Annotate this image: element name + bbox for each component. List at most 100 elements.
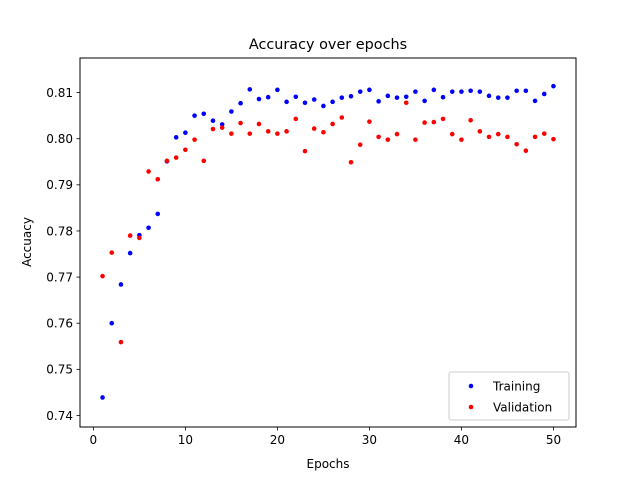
data-point-training — [367, 87, 372, 93]
data-point-validation — [403, 100, 409, 106]
data-point-validation — [505, 134, 510, 140]
data-point-training — [100, 395, 105, 400]
x-axis-label: Epochs — [307, 457, 350, 471]
data-point-training — [321, 103, 326, 109]
data-point-training — [413, 89, 418, 94]
data-point-training — [127, 250, 133, 256]
data-point-validation — [127, 233, 133, 238]
data-point-validation — [302, 148, 308, 154]
data-point-training — [311, 97, 317, 102]
data-point-validation — [541, 131, 547, 136]
data-point-validation — [422, 120, 427, 125]
data-point-validation — [321, 129, 326, 135]
data-point-validation — [532, 134, 538, 140]
data-point-training — [293, 94, 299, 100]
data-point-training — [302, 100, 308, 106]
data-point-training — [348, 93, 354, 99]
data-point-training — [229, 109, 234, 114]
data-point-training — [357, 89, 363, 94]
data-point-training — [173, 135, 179, 140]
data-point-validation — [109, 250, 115, 255]
legend: Training Validation — [448, 371, 570, 421]
data-point-training — [422, 98, 427, 104]
data-point-validation — [229, 131, 234, 136]
data-point-validation — [357, 142, 363, 148]
data-point-validation — [192, 137, 197, 142]
data-point-validation — [440, 116, 446, 122]
y-axis: 0.74 0.75 0.76 0.77 0.78 0.79 0.80 0.81 — [46, 86, 80, 423]
data-point-validation — [477, 129, 483, 134]
data-point-training — [440, 94, 446, 100]
y-tick-label: 0.75 — [46, 363, 73, 377]
data-point-training — [468, 88, 473, 94]
data-point-training — [477, 89, 483, 94]
data-point-training — [495, 95, 501, 100]
y-axis-label: Accuacy — [20, 217, 34, 267]
data-point-training — [449, 89, 455, 94]
data-point-validation — [219, 125, 225, 130]
data-point-validation — [551, 136, 556, 142]
data-point-training — [155, 211, 161, 217]
data-point-training — [514, 88, 519, 94]
data-point-validation — [284, 129, 289, 134]
data-point-validation — [256, 121, 262, 127]
data-point-validation — [265, 129, 271, 134]
data-point-validation — [449, 131, 455, 137]
data-point-validation — [247, 131, 253, 136]
data-point-training — [486, 93, 492, 99]
data-point-validation — [201, 158, 207, 164]
y-tick-label: 0.81 — [46, 86, 73, 100]
data-point-training — [265, 94, 271, 100]
data-point-training — [284, 99, 289, 105]
data-point-validation — [293, 116, 299, 122]
data-point-validation — [523, 148, 529, 154]
y-tick-label: 0.76 — [46, 317, 73, 331]
data-point-validation — [459, 137, 464, 142]
data-point-validation — [173, 155, 179, 160]
data-point-training — [201, 111, 207, 117]
data-point-validation — [385, 137, 391, 142]
data-point-training — [118, 282, 124, 287]
data-point-validation — [348, 159, 354, 165]
data-point-training — [192, 113, 197, 118]
data-point-training — [431, 87, 437, 93]
data-point-validation — [155, 177, 161, 182]
data-point-training — [532, 98, 538, 104]
chart-title: Accuracy over epochs — [249, 37, 407, 53]
axes-frame — [79, 57, 577, 428]
data-point-training — [459, 89, 464, 94]
legend-marker-validation — [468, 404, 474, 410]
data-point-validation — [413, 137, 418, 142]
data-point-training — [551, 83, 556, 89]
y-tick-label: 0.78 — [46, 224, 73, 238]
plot-area — [100, 83, 556, 400]
x-tick-label: 0 — [90, 433, 98, 447]
y-tick-label: 0.74 — [46, 409, 73, 423]
data-point-validation — [164, 158, 170, 164]
y-tick-label: 0.77 — [46, 270, 73, 284]
data-point-validation — [275, 131, 280, 136]
data-point-training — [339, 95, 345, 100]
data-point-training — [385, 93, 391, 99]
data-point-validation — [514, 141, 519, 147]
data-point-validation — [376, 134, 381, 140]
legend-box — [448, 371, 570, 421]
data-point-validation — [118, 339, 124, 345]
data-point-training — [394, 95, 400, 100]
y-tick-label: 0.79 — [46, 178, 73, 192]
data-point-training — [330, 99, 335, 105]
data-point-training — [256, 96, 262, 102]
data-point-validation — [367, 119, 372, 124]
data-point-training — [541, 91, 547, 97]
data-point-training — [376, 99, 381, 104]
data-point-training — [505, 95, 510, 100]
data-point-training — [183, 130, 188, 136]
data-point-validation — [495, 131, 501, 137]
y-tick-label: 0.80 — [46, 132, 73, 146]
data-point-validation — [330, 121, 335, 127]
legend-marker-training — [468, 383, 474, 389]
data-point-validation — [339, 115, 345, 120]
x-tick-label: 40 — [454, 433, 469, 447]
data-point-training — [238, 100, 243, 106]
